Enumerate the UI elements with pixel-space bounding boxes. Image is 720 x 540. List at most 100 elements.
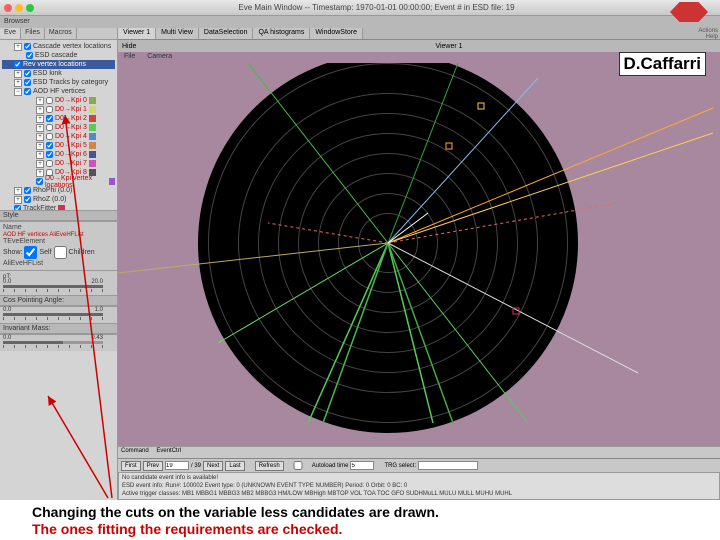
- tree-checkbox[interactable]: [46, 106, 53, 113]
- next-button[interactable]: Next: [203, 461, 223, 471]
- tree-checkbox[interactable]: [36, 178, 43, 185]
- pt-slider[interactable]: 0.020.0: [3, 281, 103, 293]
- command-bar: Command EventCtrl: [118, 446, 720, 458]
- style-header: Style: [0, 210, 117, 221]
- expand-icon[interactable]: +: [36, 142, 44, 150]
- pt-slider-section: pT: 0.020.0: [0, 270, 117, 295]
- zoom-icon[interactable]: [26, 4, 34, 12]
- tree-item[interactable]: D0→Kpi vertex locations: [2, 177, 115, 186]
- tree-checkbox[interactable]: [46, 160, 53, 167]
- author-label: D.Caffarri: [619, 52, 706, 76]
- expand-icon[interactable]: +: [14, 43, 22, 51]
- tree-item[interactable]: +D0→Kpi 1: [2, 105, 115, 114]
- tree-item[interactable]: −AOD HF vertices: [2, 87, 115, 96]
- expand-icon[interactable]: +: [36, 106, 44, 114]
- tree-item[interactable]: +D0→Kpi 5: [2, 141, 115, 150]
- style-panel: Name AOD HF vertices AliEveHFList TEveEl…: [0, 221, 117, 270]
- tree-checkbox[interactable]: [46, 151, 53, 158]
- event-viewer[interactable]: [118, 63, 720, 446]
- tree-item[interactable]: +D0→Kpi 3: [2, 123, 115, 132]
- tree-checkbox[interactable]: [24, 43, 31, 50]
- content-area: Viewer 1 Multi View DataSelection QA his…: [118, 28, 720, 500]
- alice-logo: [670, 2, 708, 22]
- expand-icon[interactable]: −: [14, 88, 22, 96]
- expand-icon[interactable]: +: [36, 160, 44, 168]
- expand-icon[interactable]: +: [36, 115, 44, 123]
- tree-checkbox[interactable]: [46, 97, 53, 104]
- tree-checkbox[interactable]: [24, 70, 31, 77]
- color-swatch: [109, 178, 115, 185]
- expand-icon[interactable]: +: [36, 124, 44, 132]
- tree-checkbox[interactable]: [24, 79, 31, 86]
- tree-item[interactable]: +D0→Kpi 6: [2, 150, 115, 159]
- tree-checkbox[interactable]: [46, 124, 53, 131]
- tab-qa[interactable]: QA histograms: [253, 28, 310, 39]
- tree-item[interactable]: +ESD kink: [2, 69, 115, 78]
- hide-button[interactable]: Hide: [122, 43, 182, 50]
- im-header: Invariant Mass:: [0, 323, 117, 334]
- tree-item[interactable]: ESD cascade: [2, 51, 115, 60]
- expand-icon[interactable]: +: [14, 70, 22, 78]
- color-swatch: [89, 151, 96, 158]
- content-tabs: Viewer 1 Multi View DataSelection QA his…: [118, 28, 720, 40]
- titlebar: Eve Main Window -- Timestamp: 1970-01-01…: [0, 0, 720, 16]
- im-slider[interactable]: 0.00.43: [3, 337, 103, 349]
- prev-button[interactable]: Prev: [143, 461, 163, 471]
- self-checkbox[interactable]: [24, 246, 37, 259]
- color-swatch: [89, 142, 96, 149]
- tab-dataselection[interactable]: DataSelection: [199, 28, 254, 39]
- cpa-header: Cos Pointing Angle:: [0, 295, 117, 306]
- camera-menu[interactable]: Camera: [147, 53, 172, 60]
- expand-icon[interactable]: +: [36, 133, 44, 141]
- refresh-button[interactable]: Refresh: [255, 461, 284, 471]
- tree-checkbox[interactable]: [14, 61, 21, 68]
- tree-item[interactable]: +D0→Kpi 2: [2, 114, 115, 123]
- tree-checkbox[interactable]: [46, 133, 53, 140]
- expand-icon[interactable]: +: [36, 97, 44, 105]
- trg-select-input[interactable]: [418, 461, 478, 470]
- tree-item[interactable]: +Cascade vertex locations: [2, 42, 115, 51]
- tree-item[interactable]: +D0→Kpi 7: [2, 159, 115, 168]
- cpa-slider[interactable]: 0.01.0: [3, 309, 103, 321]
- tree-item[interactable]: +RhoZ (0.0): [2, 195, 115, 204]
- tree-checkbox[interactable]: [24, 196, 31, 203]
- tree-item[interactable]: Rev vertex locations: [2, 60, 115, 69]
- color-swatch: [89, 106, 96, 113]
- event-control-bar: First Prev / 39 Next Last Refresh Autolo…: [118, 458, 720, 472]
- tab-eve[interactable]: Eve: [0, 28, 21, 39]
- first-button[interactable]: First: [121, 461, 141, 471]
- color-swatch: [89, 124, 96, 131]
- color-swatch: [88, 61, 95, 68]
- children-checkbox[interactable]: [54, 246, 67, 259]
- sidebar: Eve Files Macros +Cascade vertex locatio…: [0, 28, 118, 500]
- tree-item[interactable]: +D0→Kpi 0: [2, 96, 115, 105]
- tracks-overlay: [118, 63, 720, 446]
- file-menu[interactable]: File: [124, 53, 135, 60]
- tab-multiview[interactable]: Multi View: [156, 28, 199, 39]
- tree-checkbox[interactable]: [24, 187, 31, 194]
- tree-item[interactable]: +ESD Tracks by category: [2, 78, 115, 87]
- tree-checkbox[interactable]: [46, 142, 53, 149]
- info-bar: No candidate event info is available! ES…: [118, 472, 720, 500]
- tree-item[interactable]: +D0→Kpi 4: [2, 132, 115, 141]
- expand-icon[interactable]: +: [14, 196, 22, 204]
- minimize-icon[interactable]: [15, 4, 23, 12]
- tab-macros[interactable]: Macros: [45, 28, 77, 39]
- tree-checkbox[interactable]: [46, 115, 53, 122]
- expand-icon[interactable]: +: [36, 169, 44, 177]
- last-button[interactable]: Last: [225, 461, 244, 471]
- expand-icon[interactable]: +: [14, 79, 22, 87]
- expand-icon[interactable]: +: [14, 187, 22, 195]
- event-number-input[interactable]: [165, 461, 189, 470]
- expand-icon[interactable]: +: [36, 151, 44, 159]
- autoload-checkbox[interactable]: [286, 461, 310, 470]
- tab-files[interactable]: Files: [21, 28, 45, 39]
- show-row: Show: Self Children: [3, 246, 114, 259]
- tree-checkbox[interactable]: [26, 52, 33, 59]
- tab-windowstore[interactable]: WindowStore: [310, 28, 363, 39]
- autoload-time-input[interactable]: [350, 461, 374, 470]
- close-icon[interactable]: [4, 4, 12, 12]
- tab-viewer1[interactable]: Viewer 1: [118, 28, 156, 39]
- color-swatch: [89, 97, 96, 104]
- tree-checkbox[interactable]: [24, 88, 31, 95]
